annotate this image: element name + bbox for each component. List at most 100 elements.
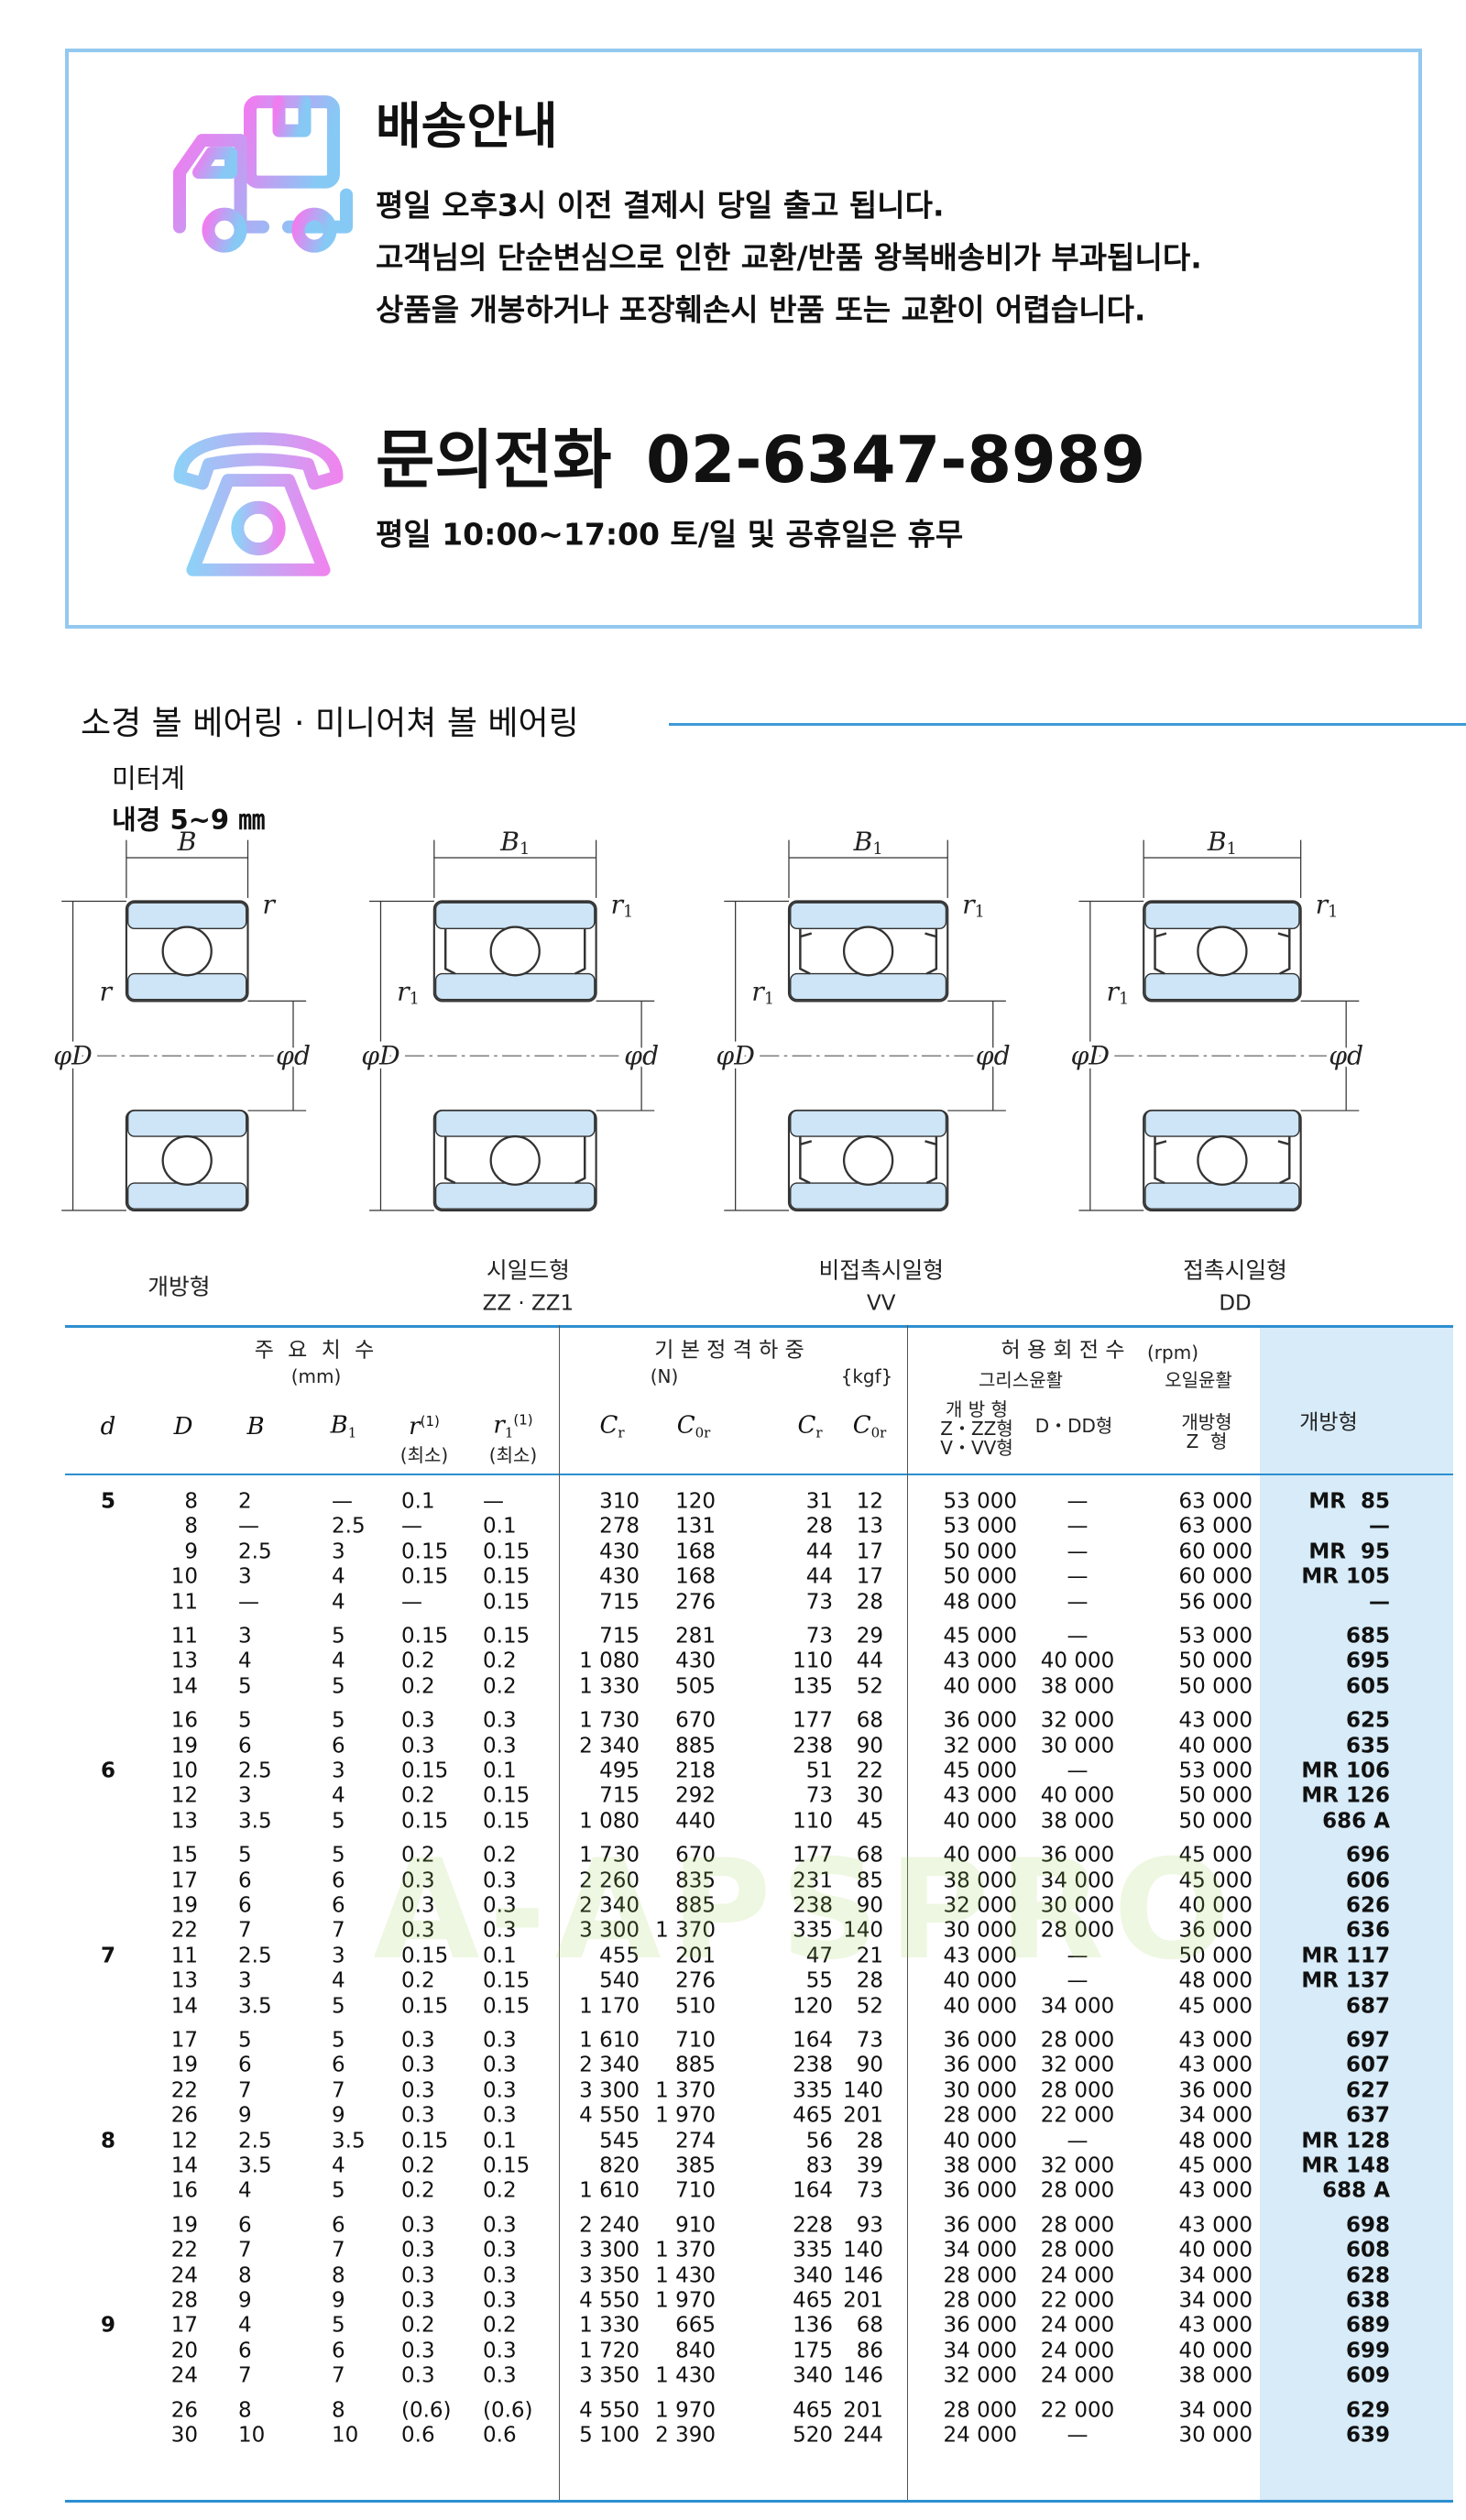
- section-rule: [669, 723, 1466, 726]
- table-cell: 3: [332, 1759, 345, 1783]
- dim-subscript: 1: [410, 991, 420, 1009]
- notice-line: 평일 오후3시 이전 결제시 당일 출고 됩니다.: [376, 187, 945, 224]
- table-cell: 50 000: [1178, 1674, 1253, 1699]
- seal: [924, 928, 938, 975]
- table-cell: 28 000: [1040, 2178, 1115, 2203]
- table-cell: 0.6: [401, 2423, 435, 2448]
- table-cell: 274: [675, 2129, 716, 2153]
- bearing-number: 607: [1345, 2053, 1390, 2077]
- table-cell: 32 000: [943, 2363, 1017, 2388]
- column-label: Z 형: [1186, 1430, 1228, 1452]
- table-cell: 710: [675, 2178, 716, 2203]
- table-cell: 135: [793, 1674, 833, 1699]
- table-cell: 22 000: [1040, 2103, 1115, 2128]
- table-cell: 1 730: [579, 1708, 640, 1733]
- table-cell: 28: [856, 1590, 883, 1615]
- table-cell: 50 000: [943, 1564, 1017, 1589]
- table-cell: 28 000: [1040, 2213, 1115, 2238]
- table-cell: 0.15: [483, 1564, 531, 1589]
- table-cell: 17: [170, 2028, 198, 2053]
- notice-box: [65, 49, 1422, 629]
- table-cell: 278: [599, 1514, 640, 1539]
- bearing-number: MR 148: [1301, 2153, 1390, 2178]
- table-cell: 3.5: [238, 1994, 272, 2019]
- table-cell: 56: [805, 2129, 833, 2153]
- table-cell: 2 260: [579, 1868, 640, 1893]
- table-cell: 0.3: [401, 2213, 435, 2238]
- table-cell: 34 000: [943, 2339, 1017, 2363]
- table-cell: 455: [599, 1944, 640, 1968]
- table-cell: 63 000: [1178, 1489, 1253, 1514]
- table-cell: 4: [238, 1649, 252, 1673]
- bore-diameter: 5: [100, 1489, 116, 1514]
- table-cell: —: [1067, 1539, 1089, 1564]
- bearing-number: MR 137: [1301, 1968, 1390, 1993]
- table-cell: —: [1067, 2423, 1089, 2448]
- outer-ring: [126, 902, 247, 930]
- table-cell: 17: [856, 1539, 883, 1564]
- table-cell: (0.6): [401, 2398, 452, 2423]
- bearing-number: —: [1369, 1514, 1390, 1539]
- table-cell: 10: [332, 2423, 359, 2448]
- table-cell: 40 000: [943, 1994, 1017, 2019]
- inner-ring: [434, 972, 596, 1001]
- ball: [842, 926, 894, 977]
- table-cell: 40 000: [1178, 2339, 1253, 2363]
- table-cell: 32 000: [1040, 2153, 1115, 2178]
- table-cell: 28 000: [1040, 2238, 1115, 2263]
- table-cell: 9: [332, 2103, 345, 2128]
- table-cell: 48 000: [1178, 2129, 1253, 2153]
- table-cell: 3 300: [579, 2078, 640, 2103]
- table-cell: 5: [238, 1843, 252, 1868]
- table-cell: 22 000: [1040, 2288, 1115, 2313]
- table-cell: 5: [332, 1994, 345, 2019]
- dim-label: B1: [499, 827, 530, 859]
- bearing-number: MR 85: [1308, 1489, 1390, 1514]
- table-cell: 0.3: [483, 2028, 517, 2053]
- table-cell: 19: [170, 1893, 198, 1918]
- table-cell: 2 340: [579, 1734, 640, 1759]
- inner-ring: [126, 1110, 247, 1137]
- table-cell: 28 000: [1040, 2028, 1115, 2053]
- table-cell: 310: [599, 1489, 640, 1514]
- table-cell: 2.5: [238, 1759, 272, 1783]
- table-cell: 0.1: [401, 1489, 435, 1514]
- table-cell: 10: [238, 2423, 266, 2448]
- table-cell: 50 000: [1178, 1649, 1253, 1673]
- column-divider: [559, 1325, 560, 2500]
- table-cell: 4 550: [579, 2398, 640, 2423]
- table-cell: 22: [856, 1759, 883, 1783]
- table-cell: 6: [332, 1868, 345, 1893]
- table-cell: 201: [843, 2103, 883, 2128]
- column-label: Z・ZZ형: [940, 1418, 1013, 1440]
- outer-ring: [434, 902, 596, 930]
- column-label: D・DD형: [1034, 1415, 1113, 1437]
- table-cell: 50 000: [1178, 1809, 1253, 1834]
- column-footnote: (1): [420, 1413, 440, 1430]
- table-cell: —: [238, 1590, 259, 1615]
- column-label: C0r: [677, 1414, 711, 1441]
- table-cell: 177: [793, 1708, 833, 1733]
- header-group: 허 용 회 전 수: [1001, 1338, 1125, 1363]
- table-cell: 36 000: [943, 2313, 1017, 2338]
- section-title: 소경 볼 베어링 · 미니어쳐 볼 베어링: [81, 705, 579, 742]
- table-cell: 6: [332, 1893, 345, 1918]
- outer-diameter-label: φD: [53, 1040, 92, 1070]
- table-cell: 50 000: [943, 1539, 1017, 1564]
- table-cell: 12: [856, 1489, 883, 1514]
- table-cell: 24 000: [943, 2423, 1017, 2448]
- table-cell: 47: [805, 1944, 833, 1968]
- column-subscript: r: [618, 1424, 625, 1441]
- table-cell: 520: [793, 2423, 833, 2448]
- table-cell: 51: [805, 1759, 833, 1783]
- table-cell: 3: [238, 1624, 252, 1649]
- table-cell: 430: [599, 1539, 640, 1564]
- table-cell: 7: [332, 2363, 345, 2388]
- table-cell: —: [1067, 1514, 1089, 1539]
- table-cell: 68: [856, 1708, 883, 1733]
- table-cell: 6: [238, 2339, 252, 2363]
- table-cell: 276: [675, 1590, 716, 1615]
- bearing-number: 639: [1345, 2423, 1390, 2448]
- table-cell: 430: [675, 1649, 716, 1673]
- table-cell: 5 100: [579, 2423, 640, 2448]
